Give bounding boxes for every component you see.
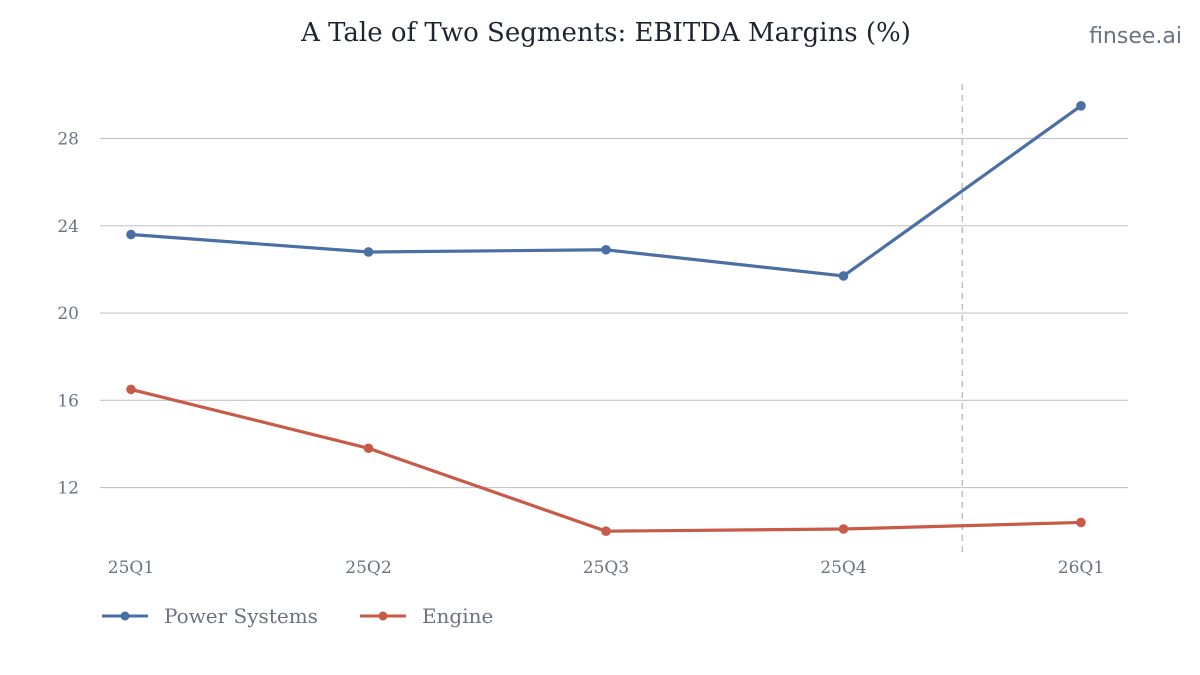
series-line-engine: [129, 387, 1083, 533]
legend: Power Systems Engine: [100, 604, 493, 628]
y-tick-label: 12: [57, 479, 79, 499]
legend-swatch-power-systems: [102, 611, 148, 621]
y-tick-label: 20: [57, 304, 79, 324]
data-point-power-systems[interactable]: [126, 229, 136, 240]
x-tick-label: 26Q1: [1058, 558, 1104, 578]
y-tick-label: 16: [57, 391, 79, 411]
chart-title: A Tale of Two Segments: EBITDA Margins (…: [301, 18, 911, 48]
series-engine: [126, 384, 1086, 536]
data-point-power-systems[interactable]: [363, 247, 374, 257]
data-point-engine[interactable]: [363, 443, 374, 454]
data-point-power-systems[interactable]: [1076, 101, 1086, 111]
data-point-engine[interactable]: [1076, 517, 1086, 528]
series-layer: [126, 101, 1086, 536]
y-tick-label: 28: [57, 130, 79, 150]
data-point-power-systems[interactable]: [601, 244, 611, 255]
legend-item-engine[interactable]: Engine: [358, 604, 493, 628]
data-point-engine[interactable]: [838, 524, 849, 534]
legend-label-engine: Engine: [421, 604, 494, 628]
x-tick-label: 25Q4: [820, 558, 866, 578]
data-point-engine[interactable]: [126, 384, 136, 395]
y-axis-ticks: 12 16 20 24 28: [57, 130, 79, 499]
data-point-engine[interactable]: [601, 526, 611, 536]
series-power-systems: [126, 101, 1086, 281]
grid-layer: [100, 137, 1128, 489]
watermark-logo: finsee.ai: [1089, 24, 1182, 49]
y-tick-label: 24: [57, 217, 79, 237]
x-axis-ticks: 25Q1 25Q2 25Q3 25Q4 26Q1: [108, 558, 1104, 578]
legend-label-power-systems: Power Systems: [164, 604, 318, 628]
legend-item-power-systems[interactable]: Power Systems: [100, 604, 318, 628]
legend-swatch-engine: [359, 611, 406, 621]
x-tick-label: 25Q1: [108, 558, 154, 578]
x-tick-label: 25Q2: [345, 558, 391, 578]
data-point-power-systems[interactable]: [838, 271, 849, 281]
x-tick-label: 25Q3: [583, 558, 629, 578]
